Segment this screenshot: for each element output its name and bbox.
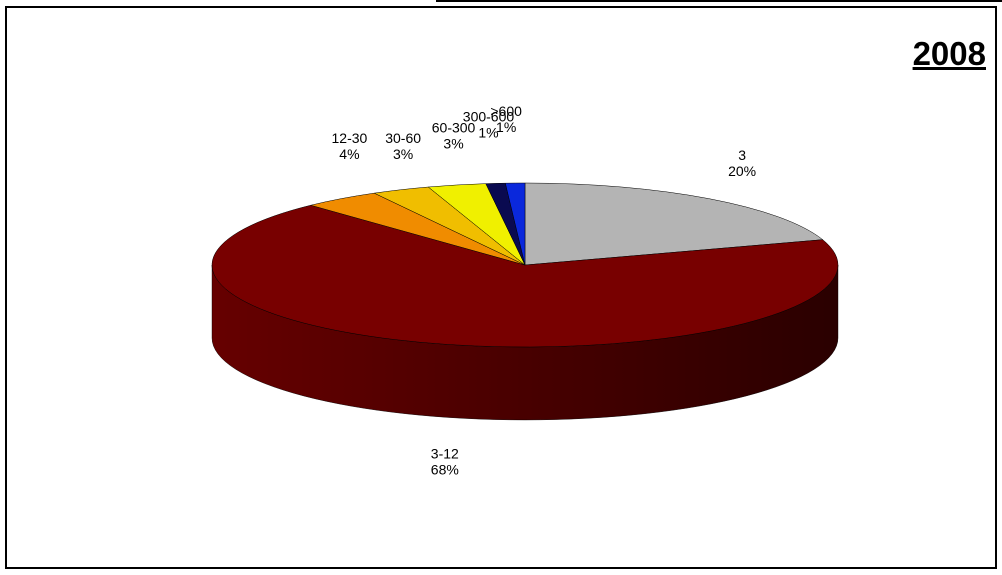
- slice-category-label: 12-30: [332, 130, 368, 146]
- slice-category-label: >600: [490, 103, 522, 119]
- slice-label-3: 320%: [728, 147, 756, 179]
- slice-percent-label: 1%: [478, 124, 498, 140]
- pie-slice->600: [505, 182, 526, 266]
- pie-slice-3-12: [211, 204, 839, 348]
- top-rule: [436, 0, 1002, 2]
- pie-slice-3: [524, 182, 823, 266]
- slice-percent-label: 68%: [431, 462, 459, 478]
- slice-percent-label: 1%: [496, 119, 516, 135]
- chart-title: 2008: [912, 35, 986, 72]
- slice-label-30-60: 30-603%: [385, 130, 421, 162]
- slice-percent-label: 3%: [393, 146, 413, 162]
- slice-category-label: 3-12: [431, 446, 459, 462]
- slice-percent-label: 3%: [443, 136, 463, 152]
- slice-percent-label: 4%: [339, 146, 359, 162]
- slice-category-label: 300-600: [463, 108, 515, 124]
- slice-category-label: 30-60: [385, 130, 421, 146]
- slice-label-12-30: 12-304%: [332, 130, 368, 162]
- slice-percent-label: 20%: [728, 163, 756, 179]
- slice-category-label: 60-300: [432, 120, 476, 136]
- slice-category-label: 3: [738, 147, 746, 163]
